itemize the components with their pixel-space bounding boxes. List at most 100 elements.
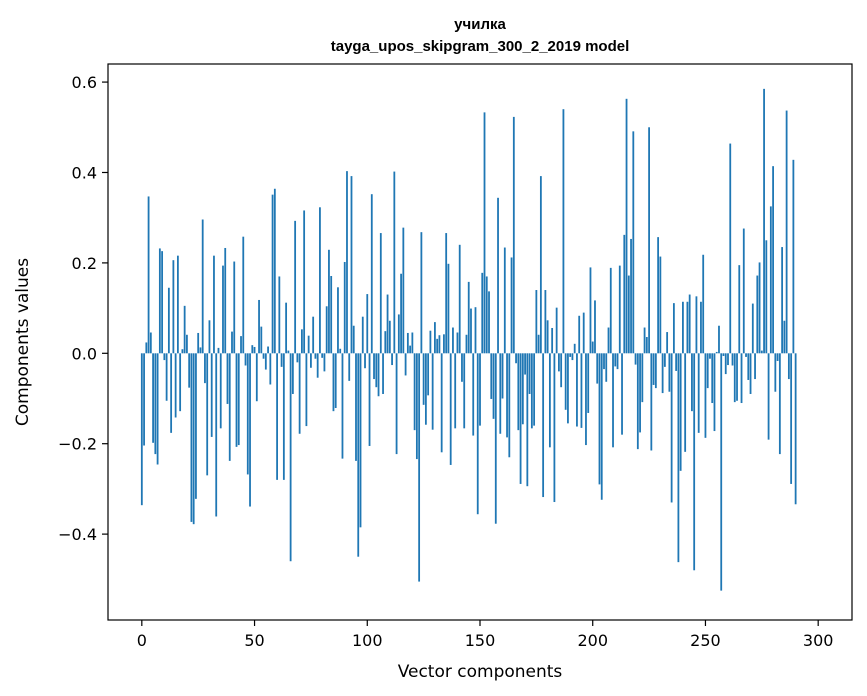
bar: [388, 320, 391, 354]
bar-series: [140, 88, 797, 591]
bar: [623, 234, 626, 354]
bar: [677, 353, 680, 563]
bar: [355, 353, 357, 461]
bar: [264, 353, 267, 370]
bar: [745, 353, 747, 357]
bar: [424, 353, 427, 425]
bar: [156, 353, 159, 465]
bar: [240, 336, 242, 354]
bar: [551, 327, 554, 354]
bar: [422, 353, 425, 405]
bar: [368, 353, 371, 446]
bar: [213, 255, 215, 354]
bar: [384, 331, 387, 354]
bar: [350, 176, 353, 354]
bar: [727, 353, 729, 366]
bar: [526, 353, 529, 487]
bar: [463, 353, 466, 429]
bar: [616, 353, 619, 370]
bar: [427, 353, 430, 396]
bar: [530, 353, 533, 429]
bar: [461, 353, 463, 382]
bar: [165, 353, 168, 401]
bar: [573, 343, 576, 354]
bar: [740, 353, 743, 404]
bar: [767, 353, 770, 440]
bar: [262, 353, 265, 359]
bar: [310, 353, 312, 368]
bar: [176, 255, 179, 354]
bar: [485, 276, 488, 354]
bar: [758, 262, 761, 354]
bar: [517, 353, 520, 431]
bar: [776, 353, 779, 361]
bar: [174, 353, 177, 418]
bar: [774, 353, 777, 392]
bar: [163, 353, 166, 361]
bar: [271, 194, 274, 354]
bar: [244, 353, 247, 366]
chart-title: училка: [454, 16, 506, 33]
bar: [533, 353, 536, 426]
bar: [341, 353, 344, 459]
bar: [332, 353, 335, 412]
bar: [607, 327, 610, 354]
bar: [697, 353, 700, 433]
bar: [596, 353, 599, 384]
bar: [479, 353, 481, 426]
bar: [393, 171, 396, 354]
bar: [738, 265, 741, 354]
bar: [672, 303, 675, 354]
x-tick-label: 300: [803, 631, 834, 650]
bar: [506, 353, 508, 438]
bar: [255, 353, 258, 402]
bar: [709, 353, 711, 359]
bar: [715, 351, 718, 354]
bar: [663, 353, 666, 367]
bar: [585, 353, 587, 446]
bar: [361, 316, 364, 354]
bar: [675, 353, 678, 371]
bar: [749, 353, 752, 394]
bar: [147, 196, 150, 354]
bar: [790, 353, 793, 484]
y-tick-label: −0.4: [58, 525, 97, 544]
bar: [172, 260, 175, 354]
bar: [258, 299, 260, 354]
bar: [639, 353, 641, 433]
bar: [143, 353, 145, 446]
bar: [742, 228, 745, 354]
x-axis-ticks: 0 50 100 150 200 250 300: [137, 620, 834, 650]
bar: [294, 220, 297, 354]
bar: [377, 353, 380, 397]
bar: [650, 353, 653, 451]
bar: [273, 188, 276, 354]
bar: [445, 233, 448, 354]
bar: [641, 353, 644, 403]
bar: [366, 294, 369, 354]
bar: [316, 353, 319, 378]
bar: [226, 353, 229, 404]
bar: [765, 240, 768, 354]
x-tick-label: 100: [352, 631, 383, 650]
bar: [488, 291, 490, 354]
bar: [197, 332, 200, 354]
bar: [314, 353, 317, 359]
bar: [747, 353, 750, 380]
bar: [170, 353, 173, 433]
bar: [733, 353, 736, 403]
bar: [524, 353, 526, 375]
bar: [237, 353, 240, 446]
bar: [553, 353, 556, 503]
bar: [348, 353, 351, 381]
bar: [571, 353, 574, 361]
y-tick-label: 0.4: [72, 163, 97, 182]
bar: [325, 306, 328, 354]
bar: [434, 322, 436, 354]
bar: [287, 350, 290, 354]
bar: [562, 109, 565, 354]
x-tick-label: 150: [465, 631, 496, 650]
y-axis-label: Components values: [13, 258, 33, 426]
x-tick-label: 0: [137, 631, 147, 650]
bar: [546, 320, 549, 354]
